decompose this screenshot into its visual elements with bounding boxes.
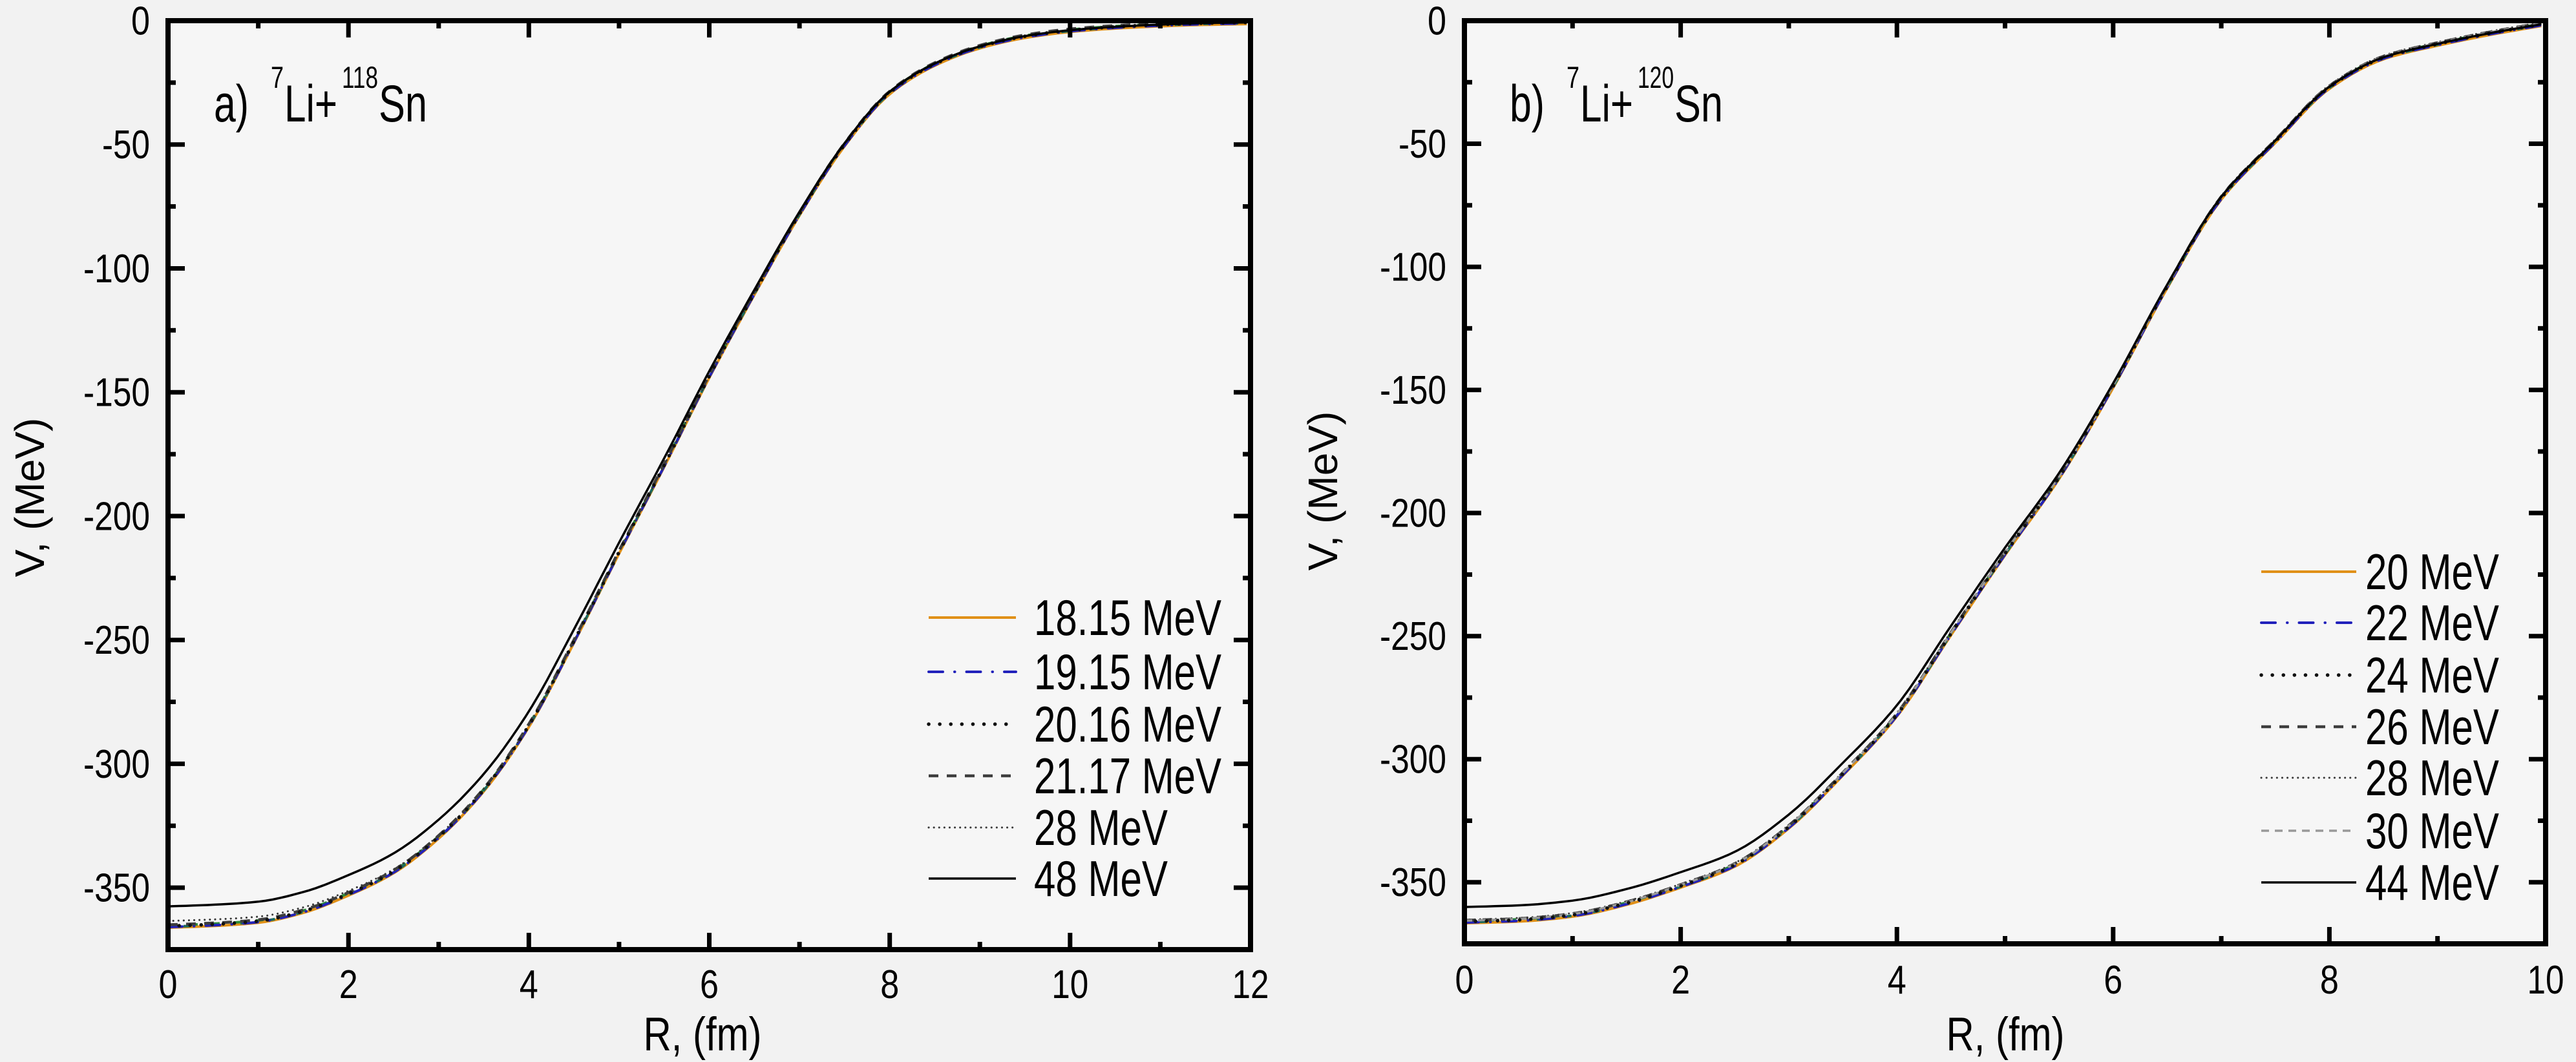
svg-text:8: 8	[880, 963, 899, 1007]
svg-text:28 MeV: 28 MeV	[1034, 799, 1168, 856]
svg-text:-50: -50	[1399, 122, 1446, 167]
svg-text:6: 6	[2104, 958, 2122, 1003]
svg-text:19.15 MeV: 19.15 MeV	[1034, 643, 1221, 700]
svg-text:Li+: Li+	[1580, 75, 1633, 133]
svg-text:-150: -150	[83, 371, 150, 415]
svg-text:6: 6	[700, 963, 719, 1007]
svg-text:30 MeV: 30 MeV	[2365, 802, 2499, 859]
svg-text:-200: -200	[83, 494, 150, 539]
svg-text:-300: -300	[1380, 738, 1446, 782]
svg-text:V, (MeV): V, (MeV)	[6, 418, 53, 578]
svg-text:-150: -150	[1380, 368, 1446, 413]
svg-text:-350: -350	[83, 866, 150, 911]
svg-text:Sn: Sn	[379, 75, 427, 133]
svg-text:118: 118	[342, 60, 378, 94]
svg-text:24 MeV: 24 MeV	[2365, 647, 2499, 703]
svg-text:4: 4	[1888, 958, 1906, 1003]
svg-text:2: 2	[339, 963, 358, 1007]
svg-text:R, (fm): R, (fm)	[1947, 1008, 2065, 1061]
svg-text:8: 8	[2320, 958, 2339, 1003]
svg-text:21.17 MeV: 21.17 MeV	[1034, 747, 1221, 804]
svg-text:7: 7	[271, 60, 284, 94]
svg-text:4: 4	[520, 963, 538, 1007]
svg-text:18.15 MeV: 18.15 MeV	[1034, 589, 1221, 646]
svg-text:26 MeV: 26 MeV	[2365, 698, 2499, 755]
svg-text:-100: -100	[83, 247, 150, 291]
svg-text:-250: -250	[83, 618, 150, 663]
svg-text:-350: -350	[1380, 860, 1446, 905]
svg-text:0: 0	[159, 963, 178, 1007]
svg-text:Li+: Li+	[284, 75, 337, 133]
svg-text:Sn: Sn	[1674, 75, 1723, 133]
svg-text:-200: -200	[1380, 492, 1446, 536]
svg-text:b): b)	[1510, 75, 1545, 133]
svg-text:V, (MeV): V, (MeV)	[1300, 411, 1346, 571]
svg-text:7: 7	[1567, 60, 1579, 94]
svg-text:0: 0	[131, 0, 150, 44]
svg-text:20 MeV: 20 MeV	[2365, 543, 2499, 600]
svg-text:10: 10	[2528, 958, 2564, 1003]
svg-text:R, (fm): R, (fm)	[644, 1008, 762, 1061]
svg-text:-50: -50	[102, 123, 150, 167]
svg-text:28 MeV: 28 MeV	[2365, 749, 2499, 806]
svg-text:44 MeV: 44 MeV	[2365, 854, 2499, 911]
svg-text:120: 120	[1638, 60, 1674, 94]
svg-text:-250: -250	[1380, 614, 1446, 659]
svg-text:20.16 MeV: 20.16 MeV	[1034, 696, 1221, 753]
svg-text:48 MeV: 48 MeV	[1034, 850, 1168, 907]
svg-text:2: 2	[1671, 958, 1690, 1003]
svg-text:a): a)	[214, 75, 249, 133]
svg-text:-100: -100	[1380, 245, 1446, 290]
svg-text:0: 0	[1455, 958, 1474, 1003]
svg-text:10: 10	[1051, 963, 1088, 1007]
svg-text:-300: -300	[83, 742, 150, 787]
svg-text:22 MeV: 22 MeV	[2365, 594, 2499, 651]
svg-text:12: 12	[1232, 963, 1269, 1007]
svg-text:0: 0	[1428, 0, 1446, 44]
